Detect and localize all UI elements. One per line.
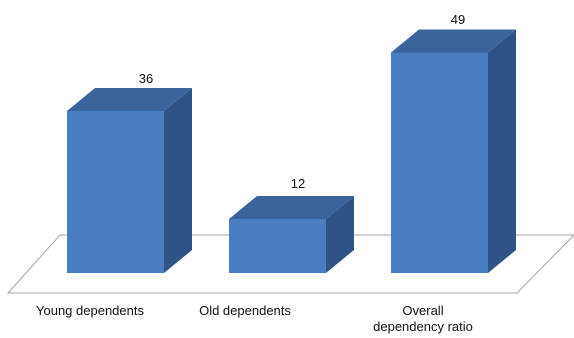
bar-old-front bbox=[229, 219, 326, 273]
category-label-young: Young dependents bbox=[36, 303, 144, 318]
category-label-old: Old dependents bbox=[199, 303, 291, 318]
data-label-overall: 49 bbox=[450, 12, 466, 27]
bar-old-side bbox=[326, 196, 354, 273]
data-label-old: 12 bbox=[290, 176, 306, 191]
data-label-young: 36 bbox=[138, 71, 154, 86]
floor-plane bbox=[6, 234, 574, 294]
bar-overall-side bbox=[488, 29, 516, 273]
bar-overall-front bbox=[391, 52, 488, 273]
bar-young-side bbox=[164, 88, 192, 273]
category-label-overall: Overall dependency ratio bbox=[373, 303, 473, 334]
bar-young-front bbox=[67, 111, 164, 273]
bar-overall-top bbox=[391, 29, 516, 53]
bar-old-top bbox=[229, 196, 354, 219]
bar-young-top bbox=[67, 88, 192, 111]
